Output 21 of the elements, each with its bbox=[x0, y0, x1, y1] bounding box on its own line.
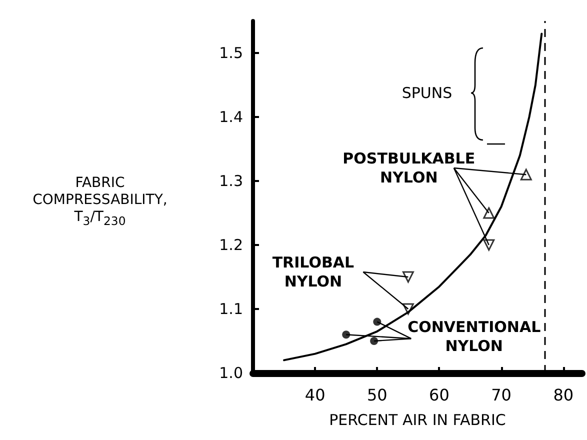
y-tick-label: 1.3 bbox=[219, 172, 243, 190]
y-tick-label: 1.2 bbox=[219, 236, 243, 254]
text: TRILOBAL NYLON bbox=[272, 254, 354, 290]
x-tick-label: 40 bbox=[304, 386, 326, 404]
y-tick-label: 1.0 bbox=[219, 364, 243, 382]
point bbox=[520, 168, 532, 180]
point bbox=[402, 271, 414, 283]
x-tick-label: 60 bbox=[429, 386, 450, 404]
x-tick-label: 80 bbox=[553, 386, 574, 404]
y-tick-label: 1.1 bbox=[219, 300, 243, 318]
y-axis-title: FABRIC COMPRESSABILITY, T$_{3}$/T$_{230}$ bbox=[32, 175, 168, 230]
legend-label: CONVENTIONAL NYLON bbox=[408, 318, 542, 356]
x-tick-label: 50 bbox=[366, 386, 388, 404]
x-tick-label: 70 bbox=[491, 386, 512, 404]
x-axis-title: PERCENT AIR IN FABRIC bbox=[329, 411, 506, 429]
series-label: POSTBULKABLE NYLON bbox=[342, 150, 476, 186]
y-tick-label: 1.5 bbox=[219, 44, 243, 62]
y-tick-label: 1.4 bbox=[219, 108, 243, 126]
point bbox=[483, 207, 495, 219]
annotation: SPUNS bbox=[402, 84, 452, 102]
point bbox=[370, 337, 378, 345]
